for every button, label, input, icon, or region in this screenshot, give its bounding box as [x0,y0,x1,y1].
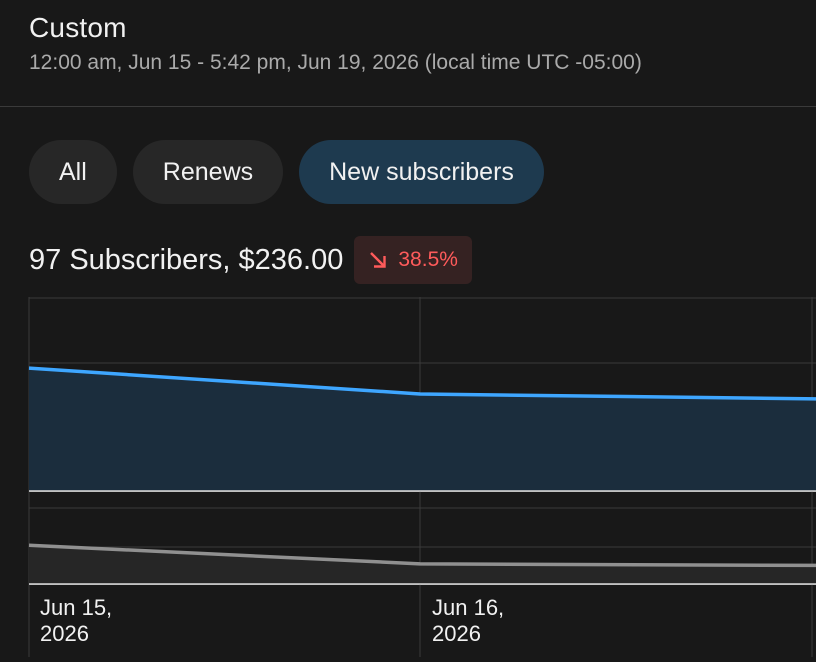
filter-chip-new-subscribers[interactable]: New subscribers [299,140,544,204]
date-range-subtitle: 12:00 am, Jun 15 - 5:42 pm, Jun 19, 2026… [29,51,642,74]
change-percent: 38.5% [398,248,458,271]
header-divider [0,106,816,107]
filter-chip-renews[interactable]: Renews [132,140,284,204]
filter-chip-all[interactable]: All [29,140,117,204]
series-line [28,543,816,568]
summary-total: 97 Subscribers, $236.00 [29,243,344,276]
area-chart [28,297,816,657]
filter-chips: All Renews New subscribers [29,140,544,204]
x-tick-label: Jun 16, 2026 [432,595,505,646]
x-tick-label: Jun 15, 2026 [40,595,113,646]
change-badge: 38.5% [354,236,472,284]
page-title: Custom [29,12,127,43]
chart: Jun 15, 2026 Jun 16, 2026 [0,297,816,662]
series-line [28,366,816,401]
trending-down-icon [370,252,387,268]
summary-row: 97 Subscribers, $236.00 38.5% [29,236,472,284]
series-area [29,368,816,491]
header: Custom 12:00 am, Jun 15 - 5:42 pm, Jun 1… [29,10,809,77]
